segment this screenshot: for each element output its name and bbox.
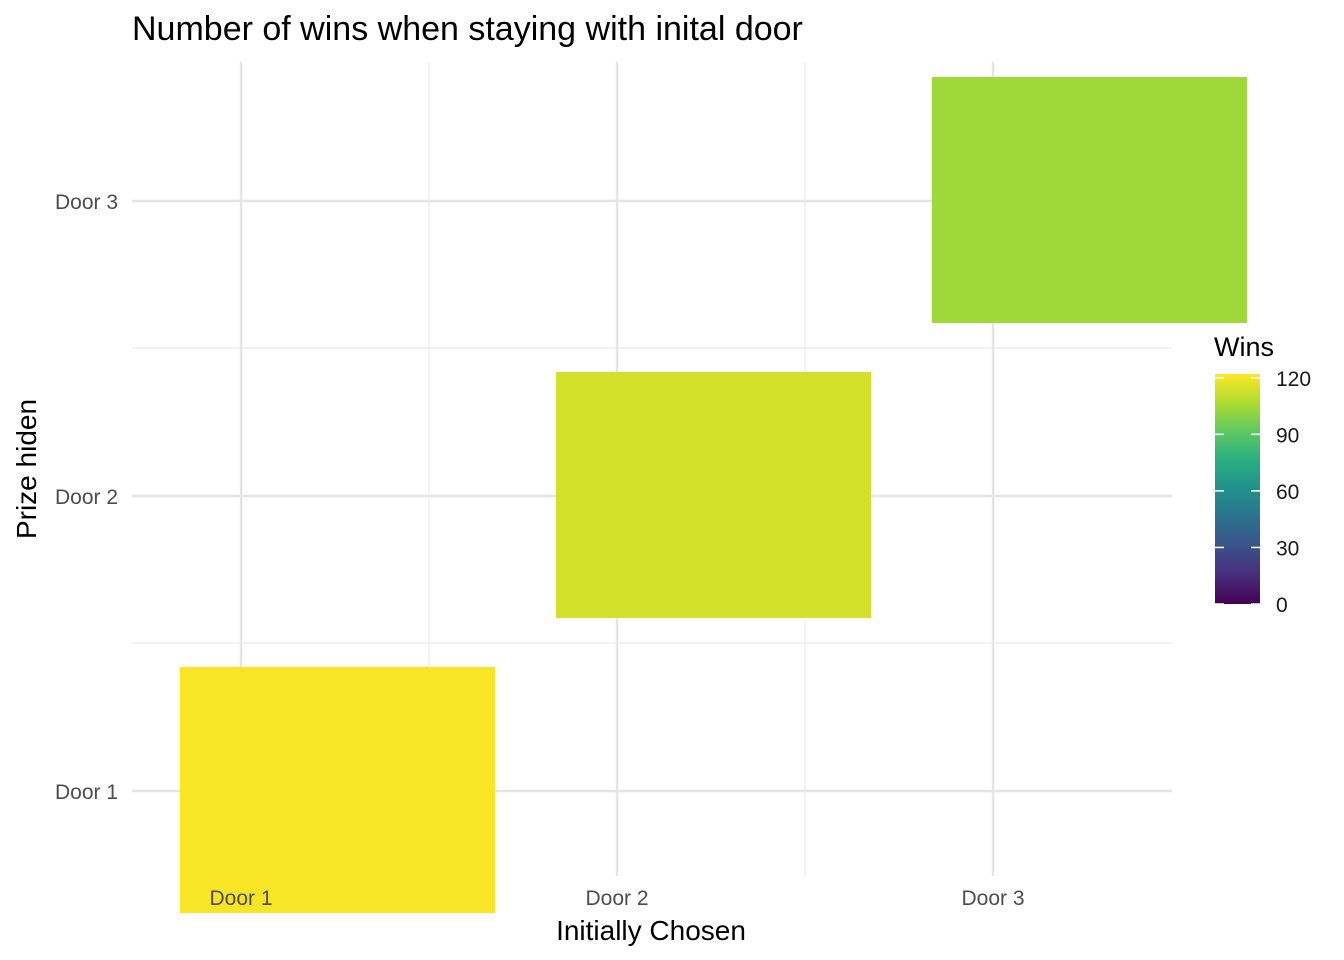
x-axis-title: Initially Chosen	[556, 915, 746, 946]
y-tick-label: Door 2	[55, 486, 118, 509]
y-tick-label: Door 3	[55, 191, 118, 214]
legend-tick-label: 120	[1276, 368, 1311, 391]
x-tick-label: Door 1	[209, 887, 272, 910]
legend-colorbar	[1215, 374, 1260, 604]
x-axis-ticks: Door 1 Door 2 Door 3	[209, 887, 1024, 910]
heatmap-cell-1	[180, 667, 495, 913]
heatmap-cell-2	[556, 372, 871, 618]
y-tick-label: Door 1	[55, 781, 118, 804]
color-legend: Wins 0 30 60 90 120	[1214, 332, 1311, 617]
legend-tick-label: 60	[1276, 481, 1299, 504]
chart-title: Number of wins when staying with inital …	[132, 10, 803, 48]
x-tick-label: Door 2	[585, 887, 648, 910]
x-tick-label: Door 3	[961, 887, 1024, 910]
y-axis-ticks: Door 1 Door 2 Door 3	[55, 191, 118, 804]
legend-tick-label: 0	[1276, 594, 1288, 617]
heatmap-cells	[180, 77, 1247, 913]
legend-tick-label: 30	[1276, 537, 1299, 560]
legend-title: Wins	[1214, 332, 1274, 362]
legend-tick-label: 90	[1276, 424, 1299, 447]
y-axis-title: Prize hiden	[11, 399, 42, 539]
heatmap-cell-3	[932, 77, 1247, 323]
legend-ticks: 0 30 60 90 120	[1215, 368, 1311, 617]
